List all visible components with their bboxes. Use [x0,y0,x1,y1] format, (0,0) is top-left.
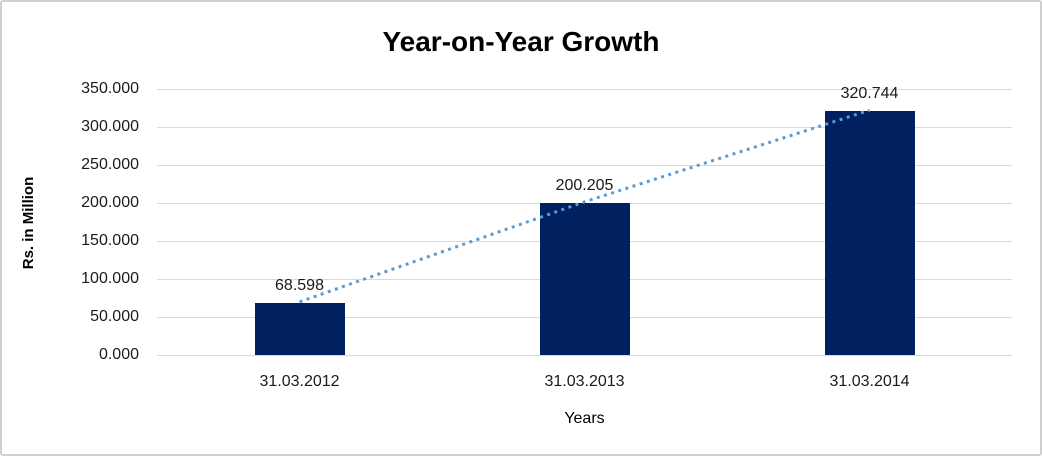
y-axis-title: Rs. in Million [20,176,37,270]
y-tick-label: 200.000 [81,194,139,211]
gridline [157,126,1012,128]
x-tick-label: 31.03.2013 [544,373,625,390]
y-tick-label: 350.000 [81,80,139,97]
dotted-trendline [299,108,870,304]
bar-31.03.2013 [539,202,630,355]
y-tick-label: 0.000 [98,346,139,363]
gridline [157,88,1012,90]
y-tick-label: 150.000 [81,232,139,249]
y-tick-label: 300.000 [81,118,139,135]
data-label: 200.205 [555,176,614,194]
x-tick-label: 31.03.2012 [259,373,340,390]
x-axis-title: Years [564,410,605,427]
x-tick-label: 31.03.2014 [829,373,910,390]
chart-title: Year-on-Year Growth [382,26,660,57]
y-tick-label: 50.000 [90,308,139,325]
data-label: 320.744 [840,85,899,103]
trendline-layer [299,108,870,304]
data-label: 68.598 [275,276,324,294]
gridline [157,354,1012,356]
plot-area: 0.000 50.000 100.000 150.000 200.000 250.000 3… [81,80,1012,390]
y-tick-label: 250.000 [81,156,139,173]
gridline [157,164,1012,166]
bar-31.03.2014 [824,111,915,355]
bar-31.03.2012 [254,302,345,355]
y-tick-label: 100.000 [81,270,139,287]
